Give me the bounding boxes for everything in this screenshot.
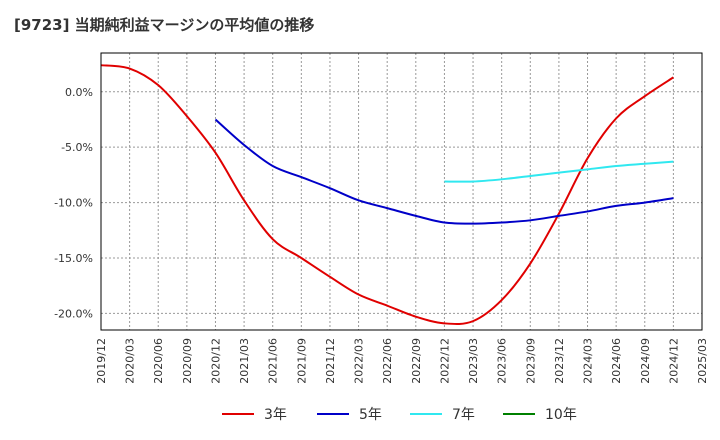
x-tick-label: 2023/12	[553, 338, 566, 384]
series-lines	[100, 64, 674, 325]
series-line-3	[444, 160, 674, 183]
x-tick-label: 2024/06	[610, 338, 623, 384]
x-tick-label: 2020/06	[152, 338, 165, 384]
x-tick-label: 2022/09	[410, 338, 423, 384]
x-tick-label: 2023/06	[496, 338, 509, 384]
x-tick-label: 2022/12	[438, 338, 451, 384]
x-tick-label: 2020/09	[181, 338, 194, 384]
x-tick-label: 2019/12	[95, 338, 108, 384]
x-tick-label: 2021/06	[267, 338, 280, 384]
legend-label: 7年	[452, 407, 475, 423]
series-line-2	[214, 118, 674, 225]
y-tick-label: -15.0%	[54, 252, 93, 265]
x-tick-label: 2025/03	[696, 338, 709, 384]
x-tick-label: 2024/03	[582, 338, 595, 384]
x-tick-label: 2020/03	[124, 338, 137, 384]
x-tick-label: 2023/09	[524, 338, 537, 384]
x-tick-label: 2021/03	[238, 338, 251, 384]
legend-label: 5年	[359, 407, 382, 423]
x-tick-label: 2021/09	[295, 338, 308, 384]
x-tick-label: 2023/03	[467, 338, 480, 384]
series-line-1	[100, 64, 674, 325]
chart-title: [9723] 当期純利益マージンの平均値の推移	[14, 16, 315, 34]
legend: 3年 5年 7年 10年	[222, 407, 577, 423]
y-tick-label: -10.0%	[54, 197, 93, 210]
x-tick-label: 2022/06	[381, 338, 394, 384]
y-tick-label: -20.0%	[54, 307, 93, 320]
plot-frame	[100, 52, 703, 331]
y-tick-label: 0.0%	[65, 86, 93, 99]
x-tick-label: 2022/03	[353, 338, 366, 384]
x-axis-ticks: 2019/12 2020/03 2020/06 2020/09 2020/12 2021/…	[95, 338, 709, 384]
legend-label: 10年	[545, 407, 577, 423]
y-tick-label: -5.0%	[61, 141, 93, 154]
x-tick-label: 2024/09	[639, 338, 652, 384]
grid	[100, 53, 703, 330]
y-axis-ticks: 0.0% -5.0% -10.0% -15.0% -20.0%	[54, 86, 93, 321]
x-tick-label: 2021/12	[324, 338, 337, 384]
legend-label: 3年	[264, 407, 287, 423]
x-tick-label: 2020/12	[209, 338, 222, 384]
x-tick-label: 2024/12	[667, 338, 680, 384]
